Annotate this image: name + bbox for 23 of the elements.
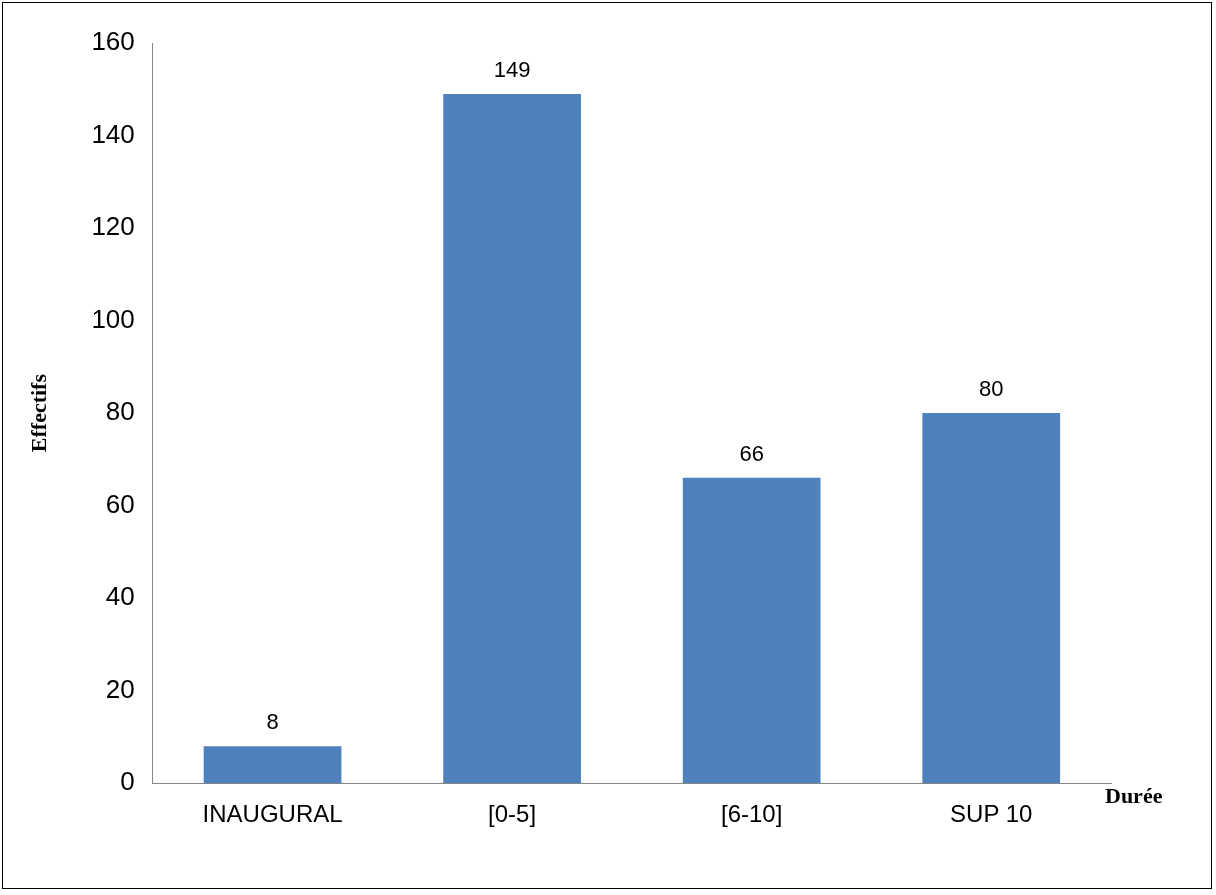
y-tick-label: 0: [120, 766, 135, 797]
x-tick-label: [6-10]: [720, 800, 783, 828]
bar: [203, 746, 342, 784]
y-tick-label: 160: [91, 26, 135, 57]
y-tick-label: 120: [91, 211, 135, 242]
y-axis-title: Effectifs: [25, 373, 51, 453]
data-label: 8: [266, 709, 279, 735]
bar: [443, 93, 581, 784]
x-tick-label: INAUGURAL: [202, 800, 343, 828]
y-tick-label: 60: [105, 488, 135, 519]
data-label: 80: [978, 376, 1004, 402]
x-tick-label: [0-5]: [488, 800, 537, 828]
y-tick-label: 140: [91, 118, 135, 149]
y-tick-label: 40: [105, 581, 135, 612]
bar: [922, 413, 1061, 784]
data-label: 66: [739, 440, 764, 466]
x-axis-title: Durée: [1105, 782, 1163, 808]
y-tick-label: 100: [91, 303, 135, 334]
bar: [682, 477, 821, 784]
x-tick-label: SUP 10: [950, 800, 1033, 828]
data-label: 149: [493, 56, 531, 82]
y-tick-label: 20: [105, 673, 135, 704]
y-tick-label: 80: [105, 396, 135, 427]
